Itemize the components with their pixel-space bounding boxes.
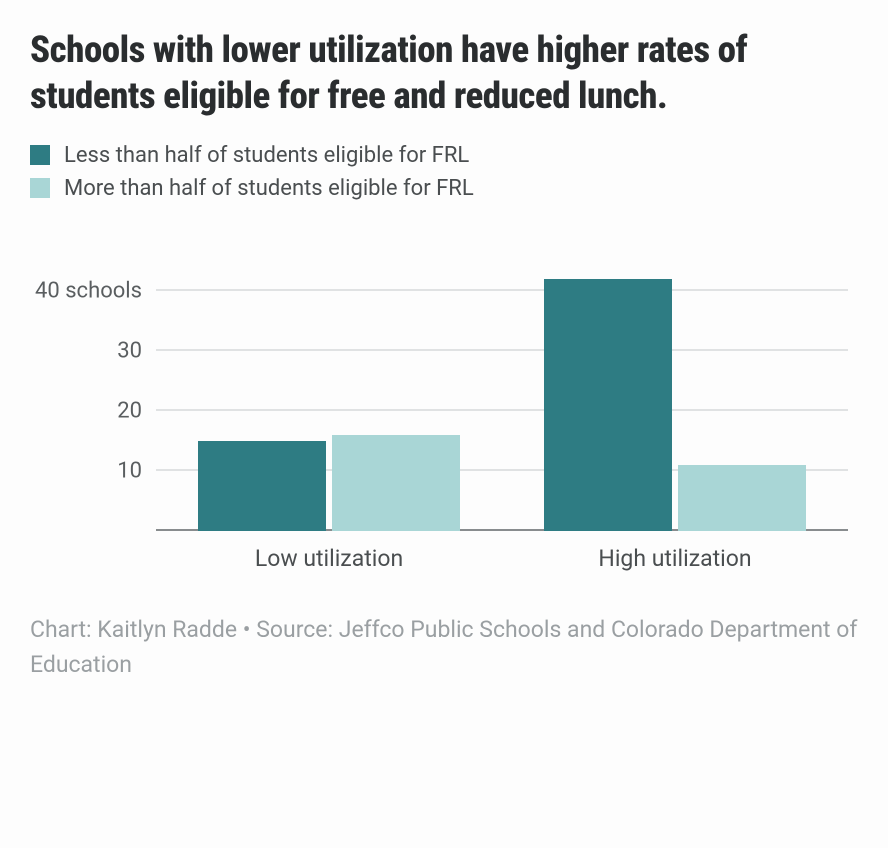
bar: [332, 435, 460, 531]
x-axis-labels: Low utilizationHigh utilization: [156, 545, 848, 572]
x-tick-label: Low utilization: [156, 545, 502, 572]
legend-label-0: Less than half of students eligible for …: [64, 143, 469, 168]
bars-container: [156, 261, 848, 531]
y-tick-label: 20: [117, 398, 156, 423]
bar: [544, 279, 672, 531]
legend: Less than half of students eligible for …: [30, 143, 858, 201]
legend-item: More than half of students eligible for …: [30, 176, 858, 201]
y-tick-label: 40 schools: [35, 278, 156, 303]
bar-group: [502, 261, 848, 531]
bar-group: [156, 261, 502, 531]
legend-swatch-1: [30, 178, 50, 198]
legend-item: Less than half of students eligible for …: [30, 143, 858, 168]
chart-title: Schools with lower utilization have high…: [30, 28, 858, 121]
x-tick-label: High utilization: [502, 545, 848, 572]
bar: [198, 441, 326, 531]
legend-swatch-0: [30, 145, 50, 165]
y-tick-label: 30: [117, 338, 156, 363]
legend-label-1: More than half of students eligible for …: [64, 176, 474, 201]
chart: 40 schools302010 Low utilizationHigh uti…: [36, 261, 848, 572]
plot-area: 40 schools302010: [156, 261, 848, 531]
bar: [678, 465, 806, 531]
y-tick-label: 10: [117, 458, 156, 483]
chart-source: Chart: Kaitlyn Radde • Source: Jeffco Pu…: [30, 612, 858, 683]
